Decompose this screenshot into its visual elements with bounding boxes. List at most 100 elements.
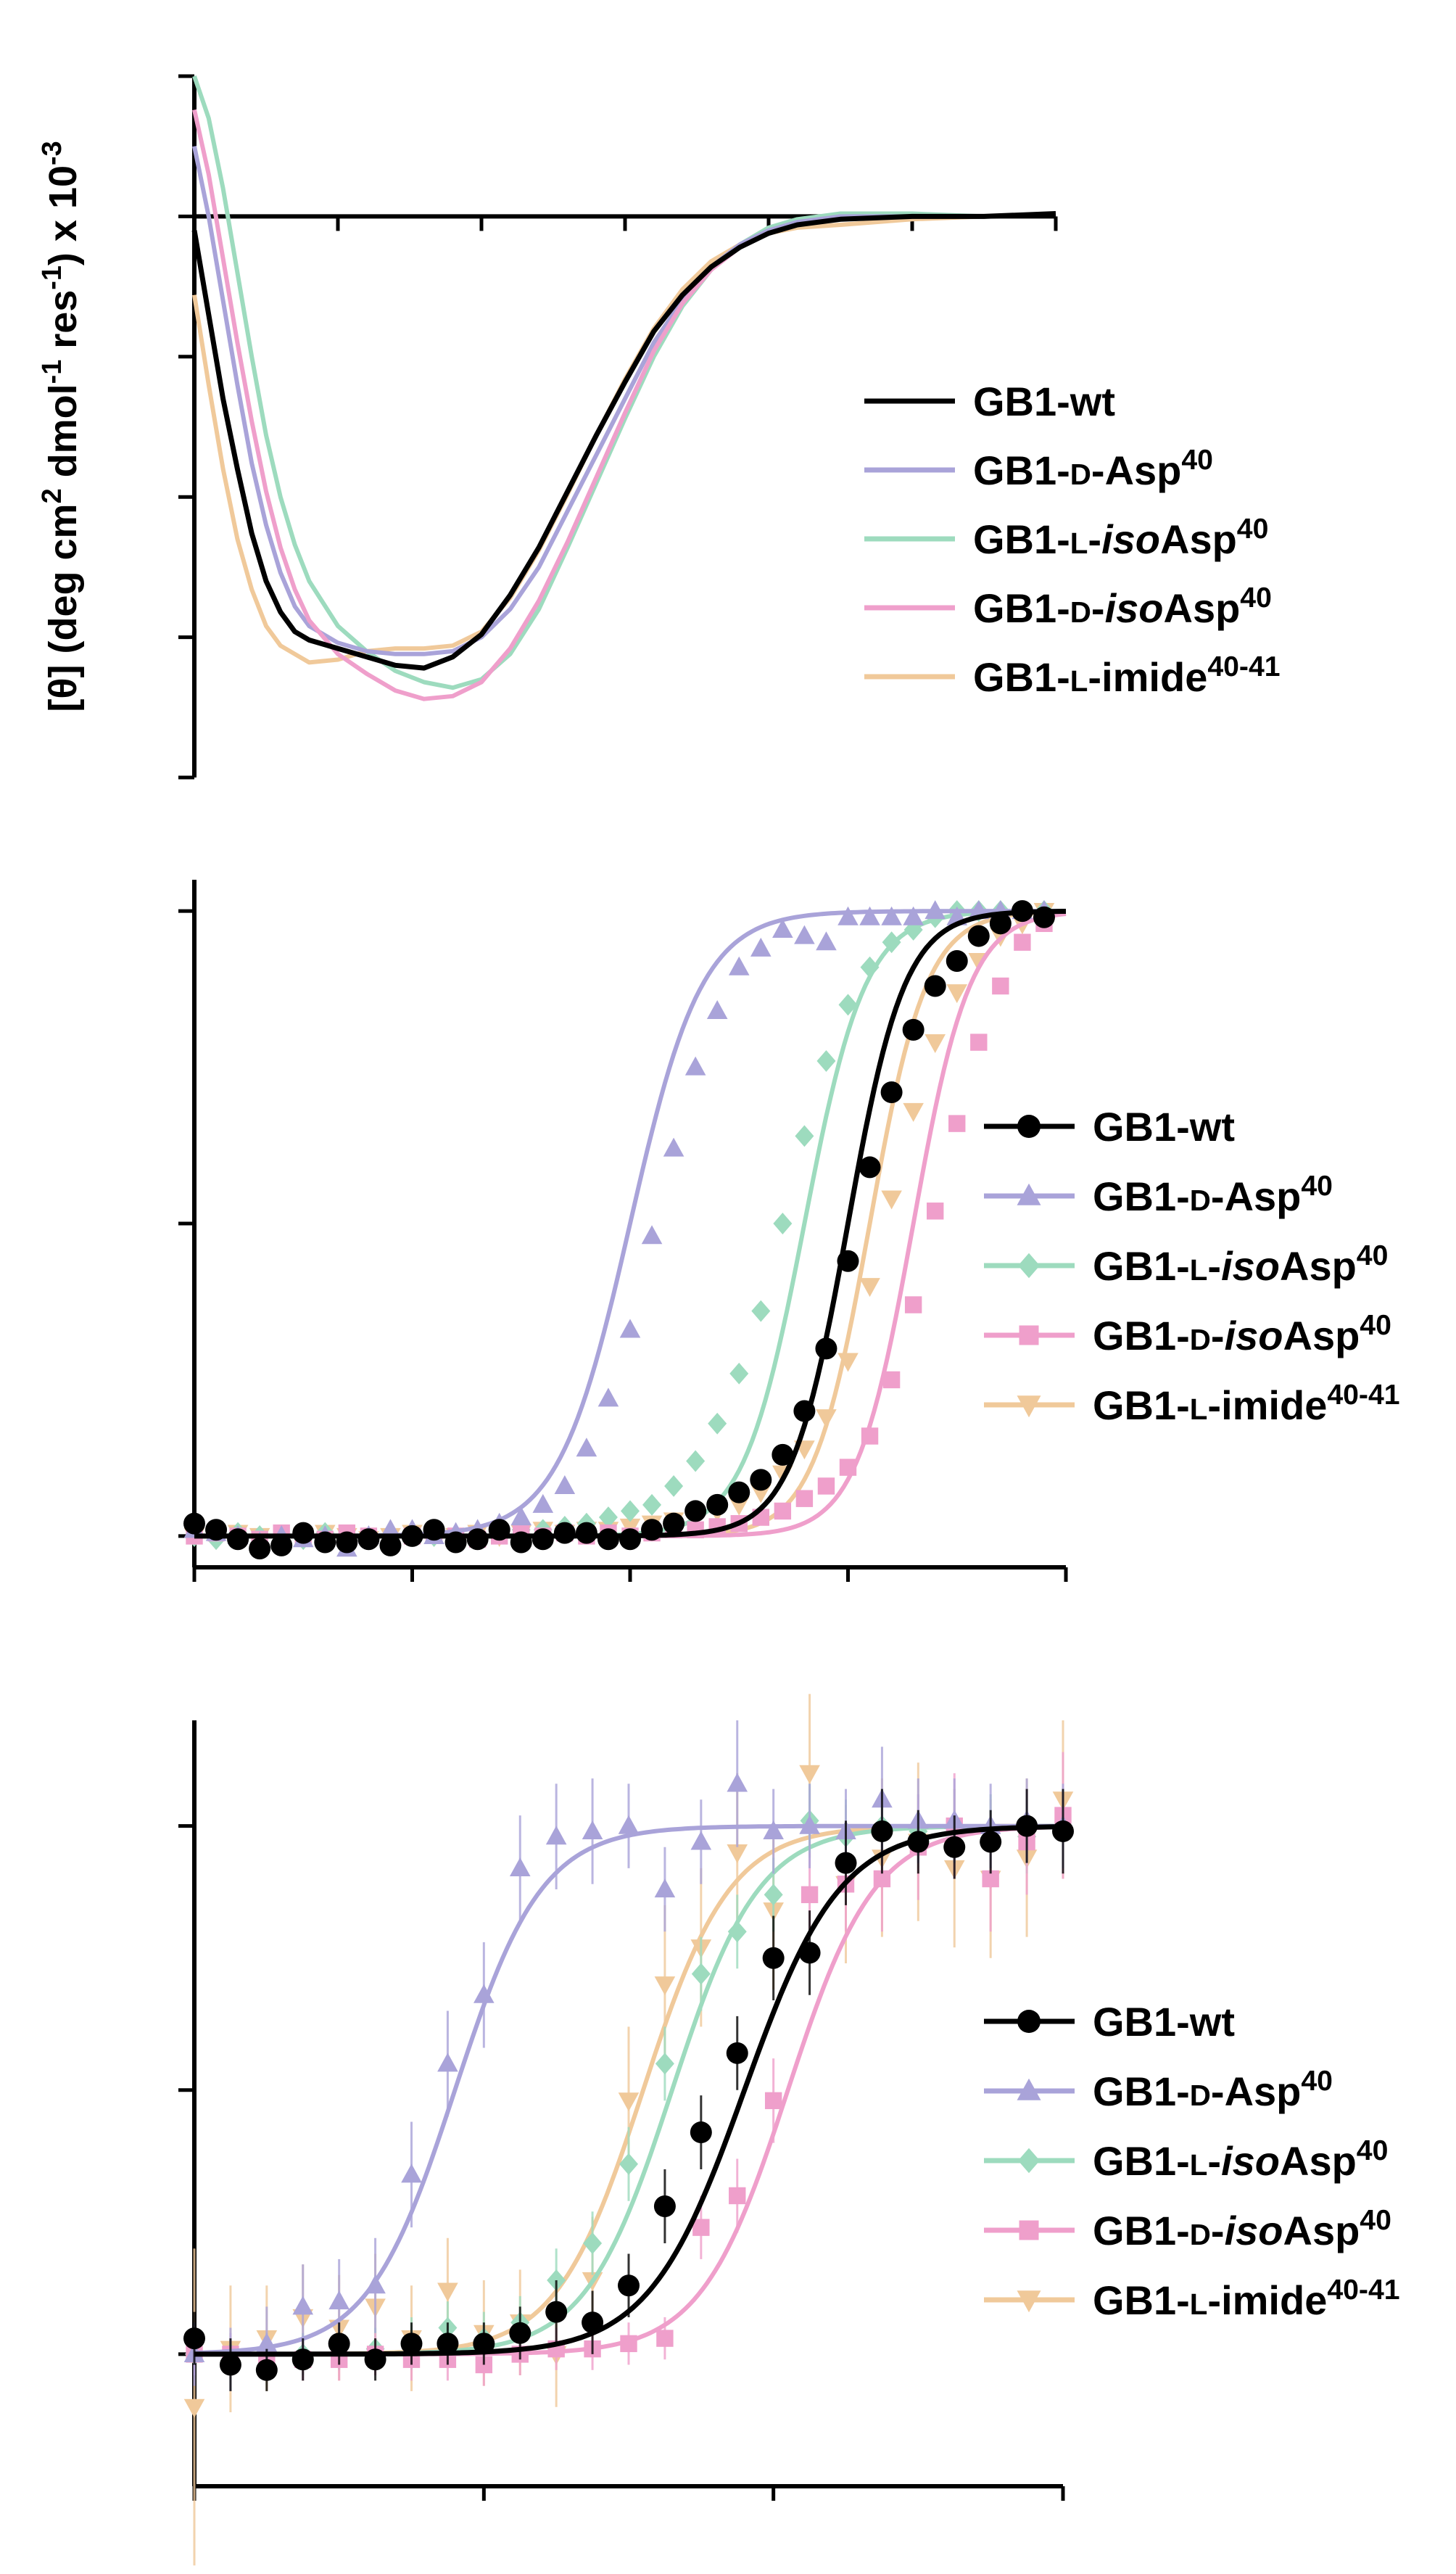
- legend-label-limide: GB1-L-imide40-41: [1093, 2274, 1400, 2324]
- text-part: 40: [1181, 445, 1213, 476]
- legend-label-wt: GB1-wt: [1093, 1104, 1235, 1150]
- text-part: iso: [1225, 2208, 1283, 2253]
- panel-b: GB1-wtGB1-D-Asp40GB1-L-isoAsp40GB1-D-iso…: [178, 880, 1400, 1582]
- data-point: [598, 1506, 618, 1529]
- data-point: [989, 912, 1012, 935]
- data-point: [256, 2332, 278, 2352]
- data-point: [684, 1056, 706, 1076]
- series-wt: [183, 900, 1066, 1560]
- data-point: [686, 1450, 706, 1472]
- data-point: [401, 1525, 423, 1547]
- text-part: L: [1190, 1393, 1208, 1426]
- data-point: [816, 1049, 836, 1072]
- text-part: dmol: [41, 384, 85, 488]
- legend-item-disoasp: GB1-D-isoAsp40: [984, 2205, 1391, 2253]
- text-part: D: [1190, 1184, 1211, 1217]
- series-line-disoasp: [192, 109, 1056, 701]
- data-point: [706, 1000, 728, 1020]
- data-point: [618, 2092, 640, 2112]
- data-point: [466, 1528, 489, 1551]
- data-point: [882, 1371, 901, 1389]
- data-point: [925, 900, 946, 920]
- text-part: 40: [1357, 2135, 1389, 2166]
- data-point: [970, 1034, 988, 1051]
- data-point: [793, 1400, 816, 1422]
- data-point: [816, 1409, 837, 1429]
- text-part: 40-41: [1327, 1379, 1399, 1411]
- series-line-wt: [191, 211, 1056, 671]
- data-point: [582, 2311, 604, 2334]
- legend-item-wt: GB1-wt: [984, 1104, 1235, 1150]
- data-point: [726, 2042, 748, 2064]
- text-part: 40-41: [1327, 2274, 1399, 2306]
- data-point: [488, 1519, 510, 1541]
- panel-c: GB1-wtGB1-D-Asp40GB1-L-isoAsp40GB1-D-iso…: [178, 1694, 1400, 2566]
- text-part: Asp: [1283, 1313, 1360, 1358]
- text-part: [θ] (deg cm: [41, 503, 85, 711]
- text-part: GB1-wt: [973, 379, 1115, 424]
- data-point: [619, 1319, 641, 1338]
- legend-label-lisoasp: GB1-L-isoAsp40: [1093, 1240, 1388, 1290]
- data-point: [576, 1437, 597, 1457]
- data-point: [597, 1387, 619, 1407]
- data-point: [907, 1831, 930, 1853]
- data-point: [621, 1500, 640, 1522]
- legend-item-dasp: GB1-D-Asp40: [864, 445, 1213, 493]
- data-point: [795, 1490, 814, 1507]
- text-part: L: [1190, 2148, 1208, 2182]
- legend: GB1-wtGB1-D-Asp40GB1-L-isoAsp40GB1-D-iso…: [864, 379, 1281, 700]
- legend-item-disoasp: GB1-D-isoAsp40: [864, 582, 1272, 632]
- legend-swatch-marker: [1017, 1395, 1041, 1418]
- series-line-limide: [192, 211, 1056, 665]
- data-point: [437, 2332, 459, 2355]
- data-point: [927, 1203, 944, 1220]
- data-point: [654, 1878, 676, 1898]
- data-point: [728, 956, 750, 975]
- data-point: [423, 1519, 445, 1541]
- data-point: [545, 2301, 568, 2323]
- data-point: [510, 1506, 532, 1526]
- data-point: [509, 2322, 531, 2344]
- data-point: [835, 1852, 857, 1874]
- data-point: [1052, 1820, 1074, 1842]
- text-part: 2: [37, 488, 67, 503]
- legend-item-limide: GB1-L-imide40-41: [864, 651, 1281, 700]
- text-part: GB1-: [1093, 2208, 1190, 2253]
- data-point: [881, 906, 902, 925]
- text-part: GB1-: [1093, 1243, 1190, 1289]
- text-part: -Asp: [1211, 2068, 1301, 2114]
- data-point: [794, 925, 815, 944]
- data-point: [655, 2053, 674, 2075]
- text-part: 40: [1237, 513, 1269, 545]
- data-point: [1014, 933, 1031, 951]
- text-part: GB1-: [973, 447, 1070, 493]
- text-part: iso: [1225, 1313, 1283, 1358]
- data-point: [328, 2332, 350, 2355]
- text-part: L: [1070, 527, 1088, 560]
- data-point: [583, 2232, 603, 2254]
- data-point: [205, 1519, 228, 1541]
- text-part: L: [1190, 2288, 1208, 2321]
- data-point: [227, 1528, 249, 1551]
- text-part: iso: [1221, 2138, 1280, 2184]
- text-part: D: [1070, 595, 1091, 629]
- text-part: -imide: [1088, 654, 1207, 700]
- legend-label-dasp: GB1-D-Asp40: [1093, 1171, 1333, 1220]
- data-point: [690, 2121, 712, 2144]
- text-part: L: [1070, 664, 1088, 698]
- data-point: [772, 918, 793, 938]
- legend-label-wt: GB1-wt: [973, 379, 1115, 424]
- data-point: [859, 906, 880, 925]
- text-part: GB1-: [973, 585, 1070, 631]
- data-point: [1011, 900, 1033, 923]
- data-point: [509, 1857, 531, 1876]
- legend-label-lisoasp: GB1-L-isoAsp40: [1093, 2135, 1388, 2185]
- data-point: [357, 1528, 380, 1551]
- data-point: [473, 2332, 495, 2355]
- legend-label-limide: GB1-L-imide40-41: [1093, 1379, 1400, 1429]
- legend-label-disoasp: GB1-D-isoAsp40: [973, 582, 1272, 632]
- text-part: GB1-: [973, 654, 1070, 700]
- legend-label-dasp: GB1-D-Asp40: [1093, 2066, 1333, 2115]
- text-part: 40: [1357, 1240, 1389, 1271]
